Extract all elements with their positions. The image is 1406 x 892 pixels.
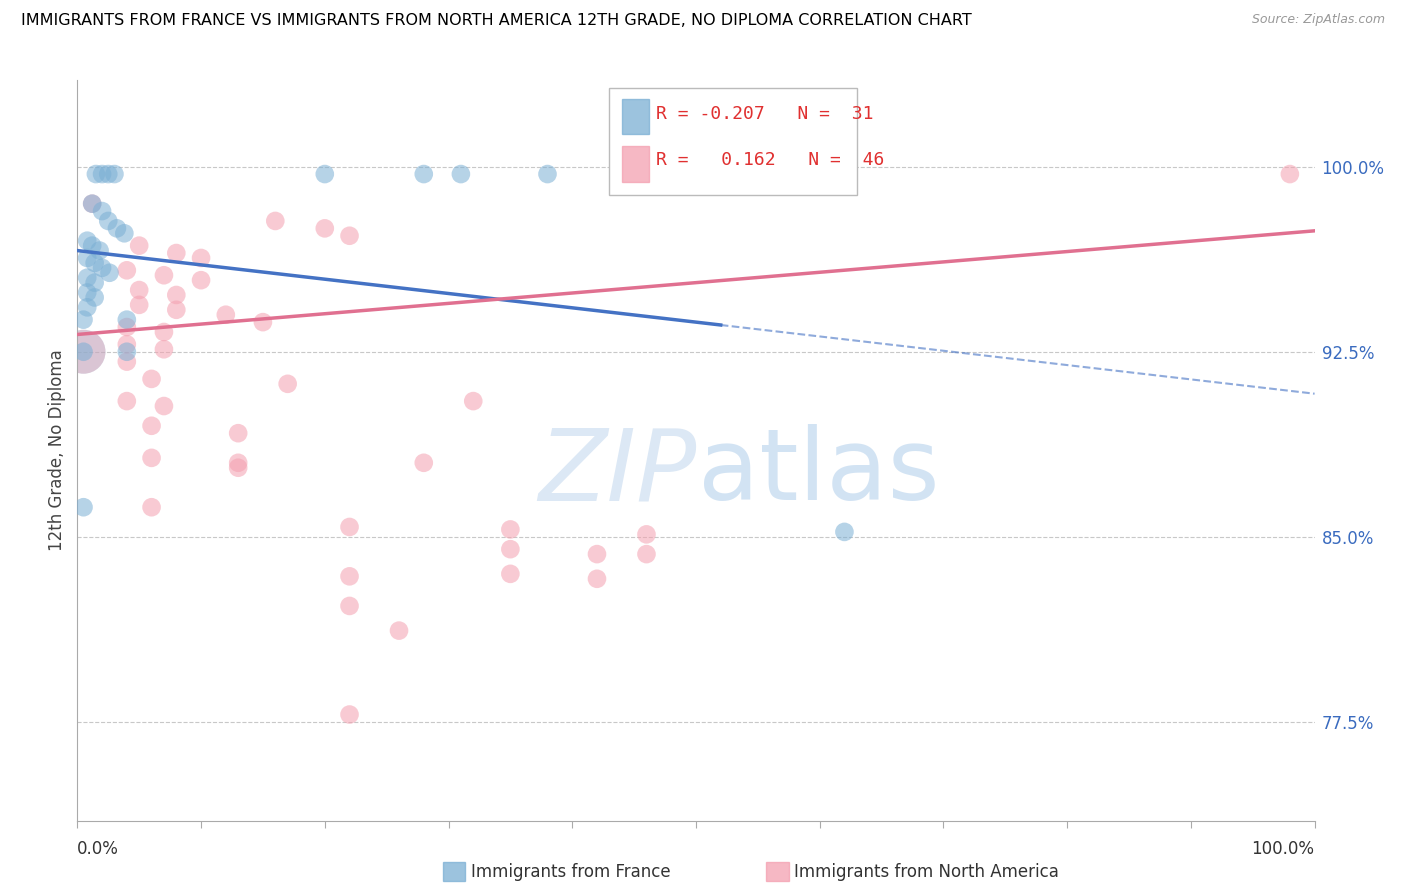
Point xyxy=(141,418,163,433)
Point xyxy=(72,344,94,359)
Point xyxy=(264,214,287,228)
Y-axis label: 12th Grade, No Diploma: 12th Grade, No Diploma xyxy=(48,350,66,551)
Point xyxy=(97,167,120,181)
Text: Source: ZipAtlas.com: Source: ZipAtlas.com xyxy=(1251,13,1385,27)
Point xyxy=(277,376,299,391)
Point xyxy=(314,167,336,181)
Point xyxy=(76,251,98,265)
Point xyxy=(314,221,336,235)
Point xyxy=(97,214,120,228)
Point xyxy=(83,276,105,290)
Point xyxy=(76,270,98,285)
Text: atlas: atlas xyxy=(699,425,941,521)
Point xyxy=(76,301,98,315)
Point xyxy=(82,238,104,252)
Point xyxy=(215,308,238,322)
Point xyxy=(128,238,150,252)
Point xyxy=(499,566,522,581)
Text: Immigrants from North America: Immigrants from North America xyxy=(794,863,1059,881)
Point xyxy=(412,456,434,470)
Point xyxy=(115,354,138,368)
Point xyxy=(72,344,94,359)
Point xyxy=(165,302,187,317)
Point xyxy=(72,312,94,326)
Point xyxy=(339,569,361,583)
Point xyxy=(190,251,212,265)
Point xyxy=(636,527,658,541)
Point xyxy=(226,456,249,470)
Point xyxy=(112,227,135,241)
Bar xyxy=(621,99,650,135)
Point xyxy=(91,167,114,181)
Point xyxy=(252,315,274,329)
Point xyxy=(103,167,125,181)
Point xyxy=(339,707,361,722)
Point xyxy=(91,204,114,219)
Text: 100.0%: 100.0% xyxy=(1251,840,1315,858)
Point xyxy=(76,234,98,248)
Point xyxy=(128,298,150,312)
Point xyxy=(586,547,609,561)
Point xyxy=(105,221,128,235)
Point xyxy=(83,256,105,270)
Point xyxy=(76,285,98,300)
Point xyxy=(91,260,114,275)
Point xyxy=(115,394,138,409)
Point xyxy=(84,167,107,181)
Point xyxy=(153,399,176,413)
Point xyxy=(834,524,856,539)
Point xyxy=(226,426,249,441)
Point xyxy=(450,167,472,181)
Point xyxy=(83,290,105,304)
Point xyxy=(141,372,163,386)
Point xyxy=(82,196,104,211)
Point xyxy=(636,547,658,561)
Point xyxy=(141,500,163,515)
Bar xyxy=(621,146,650,182)
Point xyxy=(339,228,361,243)
Text: R =   0.162   N =  46: R = 0.162 N = 46 xyxy=(657,152,884,169)
Point xyxy=(165,288,187,302)
Text: IMMIGRANTS FROM FRANCE VS IMMIGRANTS FROM NORTH AMERICA 12TH GRADE, NO DIPLOMA C: IMMIGRANTS FROM FRANCE VS IMMIGRANTS FRO… xyxy=(21,13,972,29)
Point xyxy=(586,572,609,586)
Point xyxy=(1278,167,1301,181)
Point xyxy=(115,263,138,277)
Point xyxy=(463,394,485,409)
Point xyxy=(72,344,94,359)
Point xyxy=(499,542,522,557)
Point xyxy=(499,523,522,537)
Point xyxy=(388,624,411,638)
Point xyxy=(190,273,212,287)
Point xyxy=(339,520,361,534)
Point xyxy=(98,266,121,280)
Point xyxy=(115,312,138,326)
Text: ZIP: ZIP xyxy=(537,425,696,521)
Point xyxy=(412,167,434,181)
Point xyxy=(165,246,187,260)
Point xyxy=(72,500,94,515)
Point xyxy=(536,167,558,181)
Point xyxy=(153,325,176,339)
Text: 0.0%: 0.0% xyxy=(77,840,120,858)
Point xyxy=(115,344,138,359)
Text: R = -0.207   N =  31: R = -0.207 N = 31 xyxy=(657,104,875,122)
Point xyxy=(89,244,111,258)
Point xyxy=(153,268,176,283)
Point xyxy=(115,320,138,334)
Point xyxy=(226,460,249,475)
Point xyxy=(339,599,361,613)
Text: Immigrants from France: Immigrants from France xyxy=(471,863,671,881)
Point xyxy=(153,343,176,357)
Point xyxy=(115,337,138,351)
FancyBboxPatch shape xyxy=(609,87,856,195)
Point xyxy=(141,450,163,465)
Point xyxy=(128,283,150,297)
Point xyxy=(82,196,104,211)
